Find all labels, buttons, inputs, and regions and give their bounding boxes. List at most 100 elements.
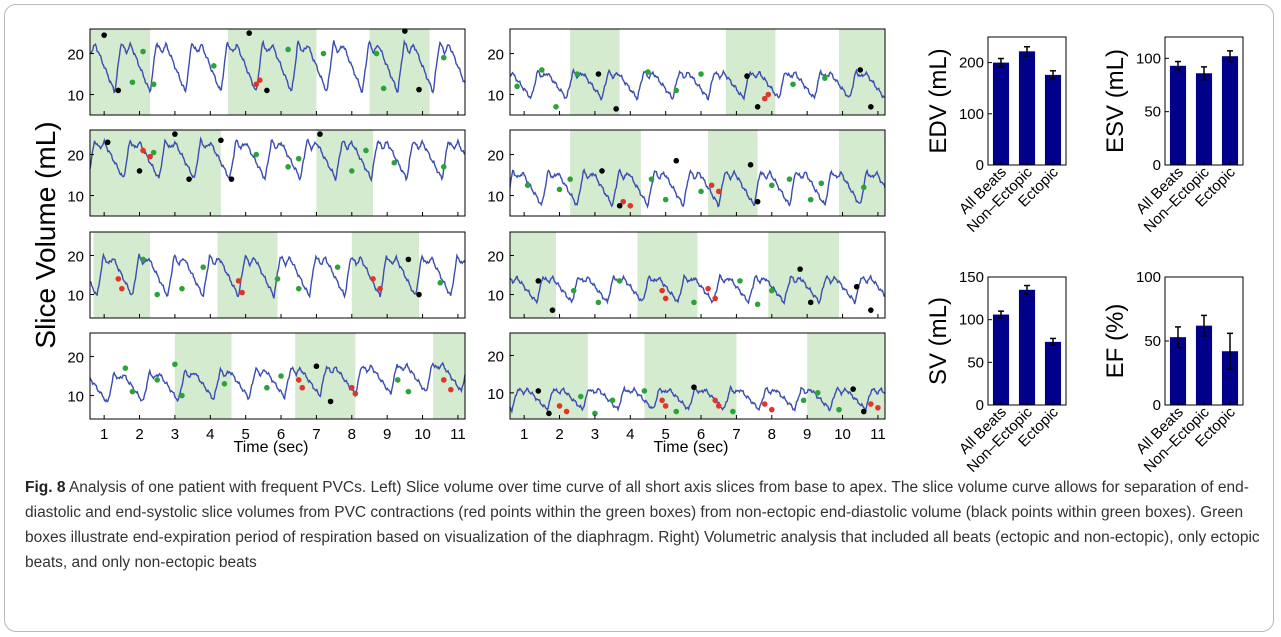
- end-diastolic-point: [546, 410, 552, 417]
- y-tick-label: 0: [976, 397, 984, 414]
- marker-point: [860, 184, 867, 191]
- y-tick-label: 10: [67, 88, 84, 105]
- marker-point: [698, 188, 704, 195]
- x-tick-label: 9: [383, 426, 391, 443]
- marker-point: [154, 377, 161, 383]
- ectopic-point: [705, 285, 711, 292]
- slice-volume-curve: [509, 384, 886, 415]
- slice-volume-ylabel: Slice Volume (mL): [30, 121, 61, 348]
- ectopic-point: [620, 198, 627, 205]
- marker-point: [405, 388, 412, 395]
- y-tick-label: 10: [67, 189, 84, 206]
- marker-point: [129, 388, 136, 395]
- x-tick-label: 4: [206, 426, 214, 443]
- x-tick-label: 7: [732, 426, 740, 443]
- y-tick-label: 10: [487, 88, 504, 105]
- slice-volume-curve: [509, 67, 886, 102]
- caption-label: Fig. 8: [25, 479, 66, 496]
- xlabel-right: Time (sec): [654, 439, 729, 456]
- end-diastolic-point: [673, 157, 680, 164]
- end-diastolic-point: [868, 307, 874, 313]
- y-tick-label: 0: [976, 157, 984, 174]
- end-diastolic-point: [218, 137, 224, 144]
- ectopic-point: [235, 278, 242, 284]
- ectopic-point: [563, 408, 570, 415]
- end-diastolic-point: [264, 87, 270, 94]
- plot-axes-frame: [509, 332, 886, 420]
- end-diastolic-point: [104, 139, 111, 146]
- marker-point: [380, 85, 387, 92]
- x-tick-label: 6: [697, 426, 705, 443]
- marker-point: [200, 264, 207, 270]
- marker-point: [807, 196, 814, 203]
- marker-point: [129, 79, 136, 86]
- end-diastolic-point: [744, 73, 750, 79]
- end-diastolic-point: [754, 104, 761, 110]
- bar: [1044, 74, 1062, 165]
- slice-r2c2-plot: 10 20: [487, 129, 886, 217]
- end-diastolic-point: [853, 283, 860, 290]
- end-expiration-box: [644, 333, 737, 419]
- ectopic-point: [659, 287, 665, 294]
- end-diastolic-point: [101, 32, 107, 38]
- marker-point: [822, 75, 828, 81]
- marker-point: [150, 149, 157, 156]
- bar-axes-frame: [987, 36, 1067, 166]
- marker-point: [570, 287, 577, 294]
- x-tick-label: 8: [348, 426, 356, 443]
- x-tick-label: 4: [626, 426, 634, 443]
- figure-chart: Slice Volume (mL) Time (sec) Time (sec) …: [30, 28, 1244, 473]
- plot-axes-frame: [89, 231, 466, 319]
- x-tick-label: 1: [520, 426, 528, 443]
- y-tick-label: 50: [1144, 104, 1161, 121]
- marker-point: [800, 397, 807, 404]
- end-diastolic-point: [595, 71, 602, 77]
- caption-text: Analysis of one patient with frequent PV…: [25, 479, 1260, 571]
- end-diastolic-point: [868, 104, 874, 110]
- end-diastolic-point: [186, 176, 192, 182]
- ectopic-point: [147, 153, 153, 160]
- end-expiration-box: [807, 333, 885, 419]
- x-tick-label: 11: [870, 426, 886, 443]
- ectopic-point: [627, 202, 634, 209]
- end-diastolic-point: [807, 299, 814, 306]
- end-expiration-box: [637, 232, 698, 318]
- y-tick-label: 100: [959, 312, 984, 329]
- marker-point: [577, 393, 584, 400]
- y-tick-label: 20: [487, 248, 504, 265]
- y-tick-label: 20: [67, 248, 84, 265]
- ectopic-point: [348, 384, 355, 391]
- end-diastolic-point: [535, 278, 542, 284]
- end-expiration-box: [768, 232, 840, 318]
- slice-r3c2-plot: 10 20: [487, 231, 886, 319]
- y-tick-label: 0: [1153, 157, 1161, 174]
- ectopic-point: [370, 276, 376, 282]
- ectopic-point: [662, 295, 669, 302]
- marker-point: [391, 159, 398, 166]
- x-tick-label: 1: [100, 426, 108, 443]
- bar: [1221, 351, 1239, 405]
- marker-point: [691, 299, 697, 306]
- end-diastolic-point: [747, 162, 754, 168]
- marker-point: [609, 397, 616, 404]
- bar-axes-frame: [987, 276, 1067, 406]
- marker-point: [539, 67, 545, 73]
- marker-point: [150, 81, 157, 88]
- ectopic-point: [295, 377, 302, 383]
- marker-point: [363, 147, 369, 154]
- slice-volume-curve: [89, 39, 466, 94]
- y-tick-label: 10: [487, 386, 504, 403]
- bar: [1195, 73, 1213, 165]
- x-tick-label: 10: [834, 426, 851, 443]
- marker-point: [253, 151, 260, 158]
- ectopic-point: [239, 289, 245, 296]
- marker-point: [754, 301, 761, 308]
- x-tick-label: 3: [171, 426, 179, 443]
- end-diastolic-point: [599, 168, 605, 174]
- ectopic-point: [868, 401, 874, 407]
- ectopic-point: [712, 295, 718, 302]
- end-diastolic-point: [416, 291, 422, 298]
